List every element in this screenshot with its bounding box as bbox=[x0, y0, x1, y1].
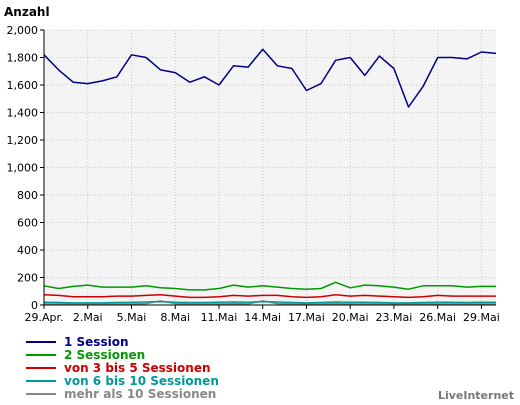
x-axis-ticks: 29.Apr. 2.Mai 5.Mai 8.Mai 11.Mai 14.Mai 17.Mai… bbox=[24, 305, 500, 324]
x-tick-label: 23.Mai bbox=[376, 311, 413, 324]
legend-label-2-sessionen: 2 Sessionen bbox=[64, 348, 145, 362]
y-tick-label: 800 bbox=[17, 189, 38, 202]
x-tick-label: 17.Mai bbox=[288, 311, 325, 324]
legend-label-von-6-bis-10-sessionen: von 6 bis 10 Sessionen bbox=[64, 374, 219, 388]
series-line-2-sessionen bbox=[43, 281, 496, 291]
x-tick-label: 29.Apr. bbox=[24, 311, 63, 324]
y-axis-ticks: 0 200 400 600 800 1,000 1,200 1,400 1,600 1,800 2,… bbox=[7, 24, 44, 312]
x-tick-label: 2.Mai bbox=[73, 311, 103, 324]
series-line-1-session bbox=[43, 48, 497, 108]
y-tick-label: 2,000 bbox=[7, 24, 39, 37]
y-tick-label: 1,800 bbox=[7, 52, 39, 65]
y-tick-label: 600 bbox=[17, 217, 38, 230]
y-tick-label: 1,400 bbox=[7, 107, 39, 120]
x-tick-label: 14.Mai bbox=[244, 311, 281, 324]
series-line-von-3-bis-5-sessionen bbox=[43, 293, 496, 299]
legend-label-mehr-als-10-sessionen: mehr als 10 Sessionen bbox=[64, 387, 216, 401]
x-tick-label: 20.Mai bbox=[332, 311, 369, 324]
y-tick-label: 1,600 bbox=[7, 79, 39, 92]
y-tick-label: 200 bbox=[17, 272, 38, 285]
series-line-von-6-bis-10-sessionen bbox=[43, 300, 496, 304]
y-tick-label: 1,000 bbox=[7, 162, 39, 175]
y-tick-label: 0 bbox=[31, 299, 38, 312]
y-tick-label: 1,200 bbox=[7, 134, 39, 147]
x-tick-label: 11.Mai bbox=[201, 311, 238, 324]
y-axis-label: Anzahl bbox=[4, 5, 50, 19]
x-tick-label: 29.Mai bbox=[463, 311, 500, 324]
y-tick-label: 400 bbox=[17, 244, 38, 257]
x-tick-label: 8.Mai bbox=[160, 311, 190, 324]
x-tick-label: 26.Mai bbox=[419, 311, 456, 324]
legend-label-von-3-bis-5-sessionen: von 3 bis 5 Sessionen bbox=[64, 361, 211, 375]
legend-label-1-session: 1 Session bbox=[64, 335, 129, 349]
series-lines bbox=[43, 48, 497, 305]
watermark-text: LiveInternet bbox=[438, 389, 514, 402]
x-tick-label: 5.Mai bbox=[117, 311, 147, 324]
